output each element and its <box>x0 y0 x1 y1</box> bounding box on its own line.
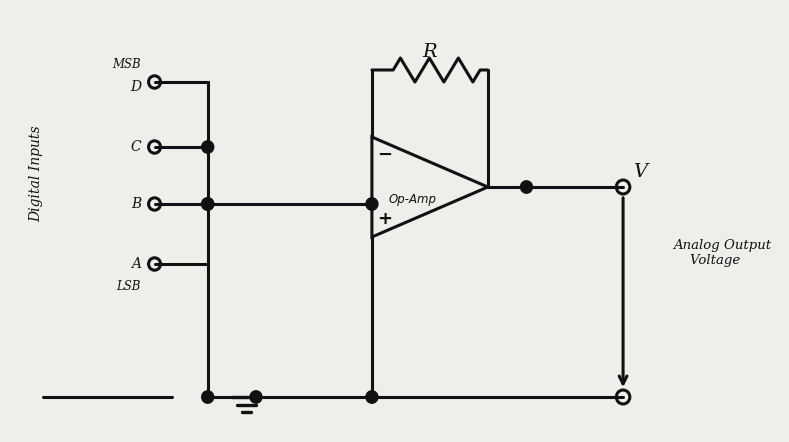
Text: −: − <box>377 146 392 164</box>
Text: MSB: MSB <box>112 57 141 71</box>
Text: Digital Inputs: Digital Inputs <box>30 126 43 222</box>
Text: R: R <box>423 43 437 61</box>
Circle shape <box>366 391 378 403</box>
Text: Analog Output
    Voltage: Analog Output Voltage <box>673 239 772 267</box>
Text: V: V <box>634 163 648 181</box>
Text: C: C <box>130 140 141 154</box>
Text: B: B <box>131 197 141 211</box>
Circle shape <box>366 198 378 210</box>
Text: Op-Amp: Op-Amp <box>388 193 436 206</box>
Circle shape <box>202 141 214 153</box>
Text: +: + <box>377 210 392 228</box>
Circle shape <box>202 198 214 210</box>
Circle shape <box>521 181 533 193</box>
Text: LSB: LSB <box>117 279 141 293</box>
Text: D: D <box>130 80 141 94</box>
Text: A: A <box>131 257 141 271</box>
Circle shape <box>202 198 214 210</box>
Circle shape <box>202 391 214 403</box>
Circle shape <box>250 391 262 403</box>
